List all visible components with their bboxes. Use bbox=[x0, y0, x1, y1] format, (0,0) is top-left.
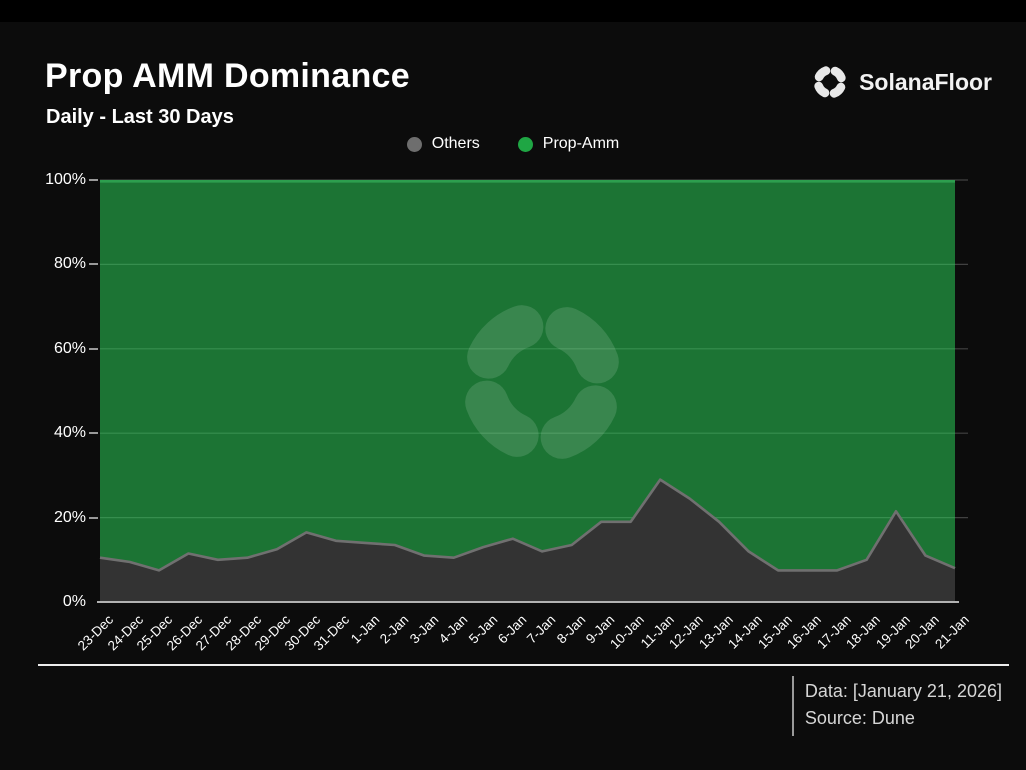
x-tick-label: 7-Jan bbox=[524, 612, 559, 647]
legend-label: Prop-Amm bbox=[542, 135, 620, 152]
legend-label: Others bbox=[431, 135, 480, 152]
page-subtitle: Daily - Last 30 Days bbox=[46, 106, 234, 128]
x-tick-label: 3-Jan bbox=[406, 612, 441, 647]
footer-data-date: Data: [January 21, 2026] bbox=[804, 681, 1002, 701]
y-tick-label: 60% bbox=[53, 339, 86, 357]
x-tick-label: 5-Jan bbox=[465, 612, 500, 647]
brand-lockup: SolanaFloor bbox=[810, 62, 992, 102]
others-area bbox=[100, 479, 955, 602]
prop-amm-area bbox=[100, 180, 955, 571]
solanafloor-logo-icon bbox=[810, 62, 850, 102]
y-tick-label: 100% bbox=[45, 171, 86, 188]
legend-dot bbox=[517, 136, 533, 152]
x-axis-line bbox=[97, 601, 959, 603]
footer-source: Source: Dune bbox=[804, 708, 915, 728]
chart-legend: Others Prop-Amm bbox=[0, 135, 1026, 153]
y-tick-mark bbox=[89, 347, 98, 350]
y-tick-mark bbox=[89, 179, 98, 181]
y-tick-label: 80% bbox=[53, 255, 86, 273]
y-tick-mark bbox=[89, 432, 98, 435]
page-title: Prop AMM Dominance bbox=[45, 57, 410, 95]
x-tick-label: 8-Jan bbox=[553, 612, 589, 647]
legend-item-others: Others bbox=[406, 135, 480, 153]
brand-name: SolanaFloor bbox=[859, 68, 992, 95]
x-tick-label: 6-Jan bbox=[494, 612, 530, 647]
x-tick-label: 1-Jan bbox=[347, 612, 382, 647]
top-border-strip bbox=[0, 0, 1026, 22]
dominance-chart-svg bbox=[99, 179, 968, 602]
y-tick-mark bbox=[89, 516, 98, 519]
chart-plot-area bbox=[99, 179, 968, 603]
footer-attribution: Data: [January 21, 2026] Source: Dune bbox=[791, 676, 1002, 736]
y-tick-label: 40% bbox=[53, 424, 86, 442]
y-tick-label: 0% bbox=[62, 593, 86, 610]
others-line bbox=[99, 478, 956, 572]
x-tick-label: 4-Jan bbox=[435, 612, 471, 647]
legend-dot bbox=[406, 136, 422, 152]
y-tick-label: 20% bbox=[53, 508, 86, 526]
legend-item-prop-amm: Prop-Amm bbox=[517, 135, 620, 153]
footer-separator-line bbox=[38, 664, 1009, 666]
y-tick-mark bbox=[89, 263, 98, 266]
x-tick-label: 2-Jan bbox=[376, 612, 412, 647]
